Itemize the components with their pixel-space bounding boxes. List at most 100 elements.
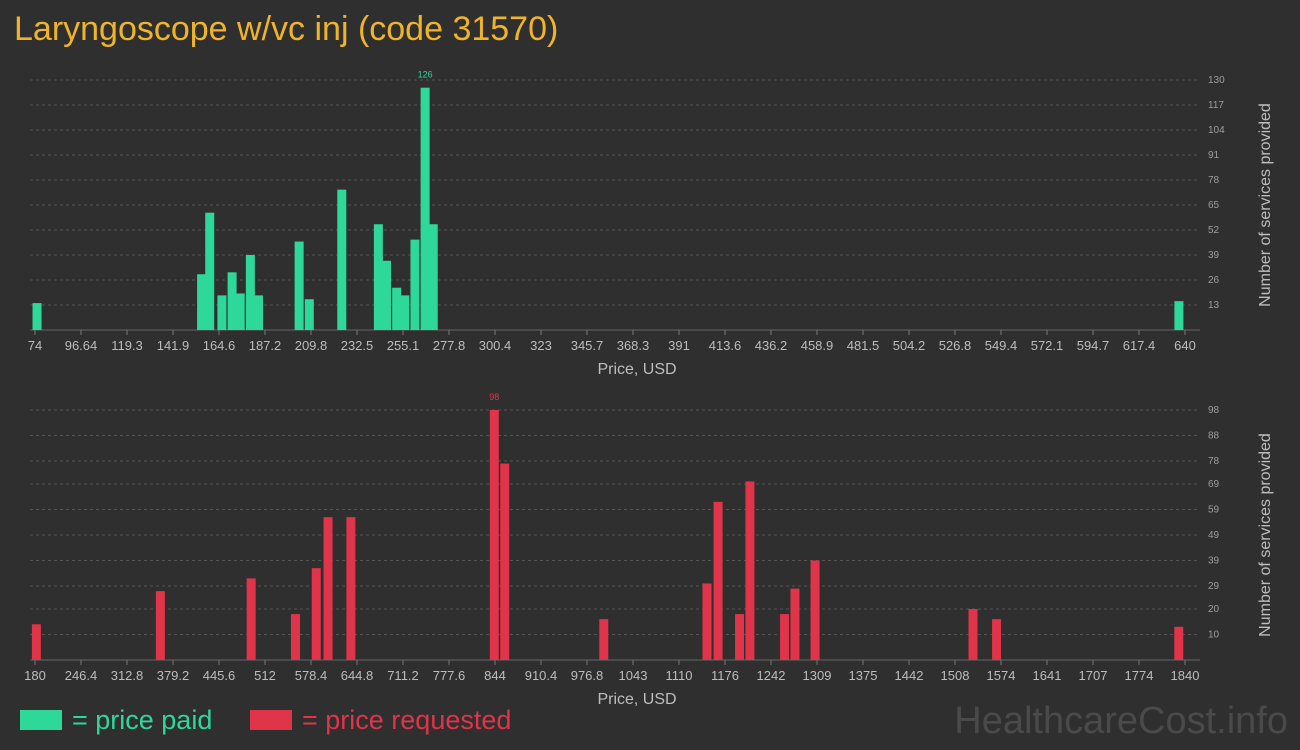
legend-paid: = price paid: [20, 702, 212, 738]
requested-bar: [745, 481, 755, 660]
paid-bar: [337, 189, 347, 330]
paid-x-tick-label: 164.6: [203, 338, 236, 353]
paid-y-tick-label: 91: [1208, 150, 1220, 161]
paid-y-tick-label: 39: [1208, 250, 1220, 261]
paid-y-tick-label: 52: [1208, 225, 1220, 236]
requested-y-axis-label: Number of services provided: [1257, 433, 1274, 637]
paid-bar: [217, 295, 227, 330]
requested-y-tick-label: 49: [1208, 530, 1220, 541]
paid-y-tick-label: 104: [1208, 125, 1225, 136]
requested-x-tick-label: 1309: [803, 668, 832, 683]
requested-y-tick-label: 69: [1208, 479, 1220, 490]
paid-bar: [304, 299, 314, 330]
requested-x-tick-label: 1508: [941, 668, 970, 683]
requested-x-tick-label: 777.6: [433, 668, 466, 683]
requested-x-tick-label: 578.4: [295, 668, 328, 683]
requested-x-tick-label: 379.2: [157, 668, 190, 683]
requested-y-tick-label: 39: [1208, 556, 1220, 567]
requested-y-tick-label: 10: [1208, 629, 1220, 640]
paid-bar: [227, 272, 237, 330]
paid-x-tick-label: 617.4: [1123, 338, 1156, 353]
chart-title: Laryngoscope w/vc inj (code 31570): [14, 10, 559, 48]
requested-x-axis-label: Price, USD: [597, 691, 676, 708]
requested-bar: [790, 588, 800, 660]
requested-bar: [31, 624, 41, 660]
paid-x-tick-label: 209.8: [295, 338, 328, 353]
paid-bar: [373, 224, 383, 330]
requested-bar: [735, 614, 745, 660]
requested-bar: [992, 619, 1002, 660]
requested-bar: [246, 578, 256, 660]
paid-bar: [197, 274, 207, 330]
requested-x-tick-label: 246.4: [65, 668, 98, 683]
requested-bar: [346, 517, 356, 660]
paid-bar: [428, 224, 438, 330]
paid-bar: [253, 295, 263, 330]
paid-x-tick-label: 526.8: [939, 338, 972, 353]
requested-y-tick-label: 88: [1208, 431, 1220, 442]
requested-x-tick-label: 844: [484, 668, 506, 683]
paid-x-tick-label: 300.4: [479, 338, 512, 353]
paid-y-tick-label: 65: [1208, 200, 1220, 211]
requested-max-data-label: 98: [489, 392, 499, 402]
paid-x-tick-label: 413.6: [709, 338, 742, 353]
requested-x-tick-label: 180: [24, 668, 46, 683]
requested-x-tick-label: 644.8: [341, 668, 374, 683]
paid-bar: [382, 260, 392, 330]
paid-x-tick-label: 141.9: [157, 338, 190, 353]
requested-bar: [968, 608, 978, 660]
paid-bar: [294, 241, 304, 330]
requested-x-tick-label: 1176: [711, 668, 739, 683]
paid-y-tick-label: 78: [1208, 175, 1220, 186]
paid-bar: [392, 287, 402, 330]
paid-x-tick-label: 481.5: [847, 338, 880, 353]
requested-x-tick-label: 512: [254, 668, 276, 683]
requested-x-tick-label: 312.8: [111, 668, 144, 683]
requested-bar: [311, 568, 321, 660]
requested-x-tick-label: 1043: [619, 668, 648, 683]
paid-x-tick-label: 504.2: [893, 338, 926, 353]
requested-y-tick-label: 78: [1208, 456, 1220, 467]
legend-paid-swatch: [20, 710, 62, 730]
requested-x-tick-label: 976.8: [571, 668, 604, 683]
requested-bar: [702, 583, 712, 660]
paid-x-tick-label: 594.7: [1077, 338, 1110, 353]
requested-x-tick-label: 1774: [1125, 668, 1154, 683]
paid-x-tick-label: 549.4: [985, 338, 1018, 353]
requested-bar: [713, 501, 723, 660]
paid-x-tick-label: 391: [668, 338, 690, 353]
paid-y-tick-label: 13: [1208, 300, 1220, 311]
paid-y-axis-label: Number of services provided: [1257, 103, 1274, 307]
paid-x-tick-label: 119.3: [111, 338, 143, 353]
paid-bar: [400, 295, 410, 330]
requested-bar: [489, 410, 499, 660]
paid-x-tick-label: 458.9: [801, 338, 834, 353]
requested-x-tick-label: 711.2: [387, 668, 419, 683]
paid-x-tick-label: 572.1: [1031, 338, 1064, 353]
paid-bar: [410, 239, 420, 330]
paid-x-tick-label: 74: [28, 338, 42, 353]
legend-requested-label: = price requested: [302, 704, 512, 735]
paid-x-tick-label: 96.64: [65, 338, 98, 353]
paid-x-tick-label: 368.3: [617, 338, 650, 353]
paid-y-tick-label: 117: [1208, 100, 1224, 111]
requested-y-tick-label: 20: [1208, 604, 1220, 615]
requested-y-tick-label: 98: [1208, 405, 1220, 416]
watermark: HealthcareCost.info: [954, 700, 1288, 742]
requested-x-tick-label: 910.4: [525, 668, 558, 683]
paid-x-tick-label: 277.8: [433, 338, 466, 353]
price-requested-chart: 10 20 29 39 49 59 69 78 88 98 180 246.4 312.8 379.2 44…: [24, 392, 1274, 708]
paid-x-tick-label: 255.1: [387, 338, 420, 353]
requested-x-tick-label: 1110: [666, 668, 693, 683]
requested-bar: [780, 614, 790, 660]
requested-bar: [599, 619, 609, 660]
legend-requested: = price requested: [250, 702, 511, 738]
paid-bar: [245, 255, 255, 330]
requested-bar: [810, 560, 820, 660]
paid-y-tick-label: 26: [1208, 275, 1220, 286]
requested-bar: [155, 591, 165, 660]
paid-bar: [1174, 301, 1184, 330]
requested-x-tick-label: 1707: [1079, 668, 1108, 683]
paid-bar: [32, 303, 42, 330]
requested-x-tick-label: 1442: [895, 668, 924, 683]
